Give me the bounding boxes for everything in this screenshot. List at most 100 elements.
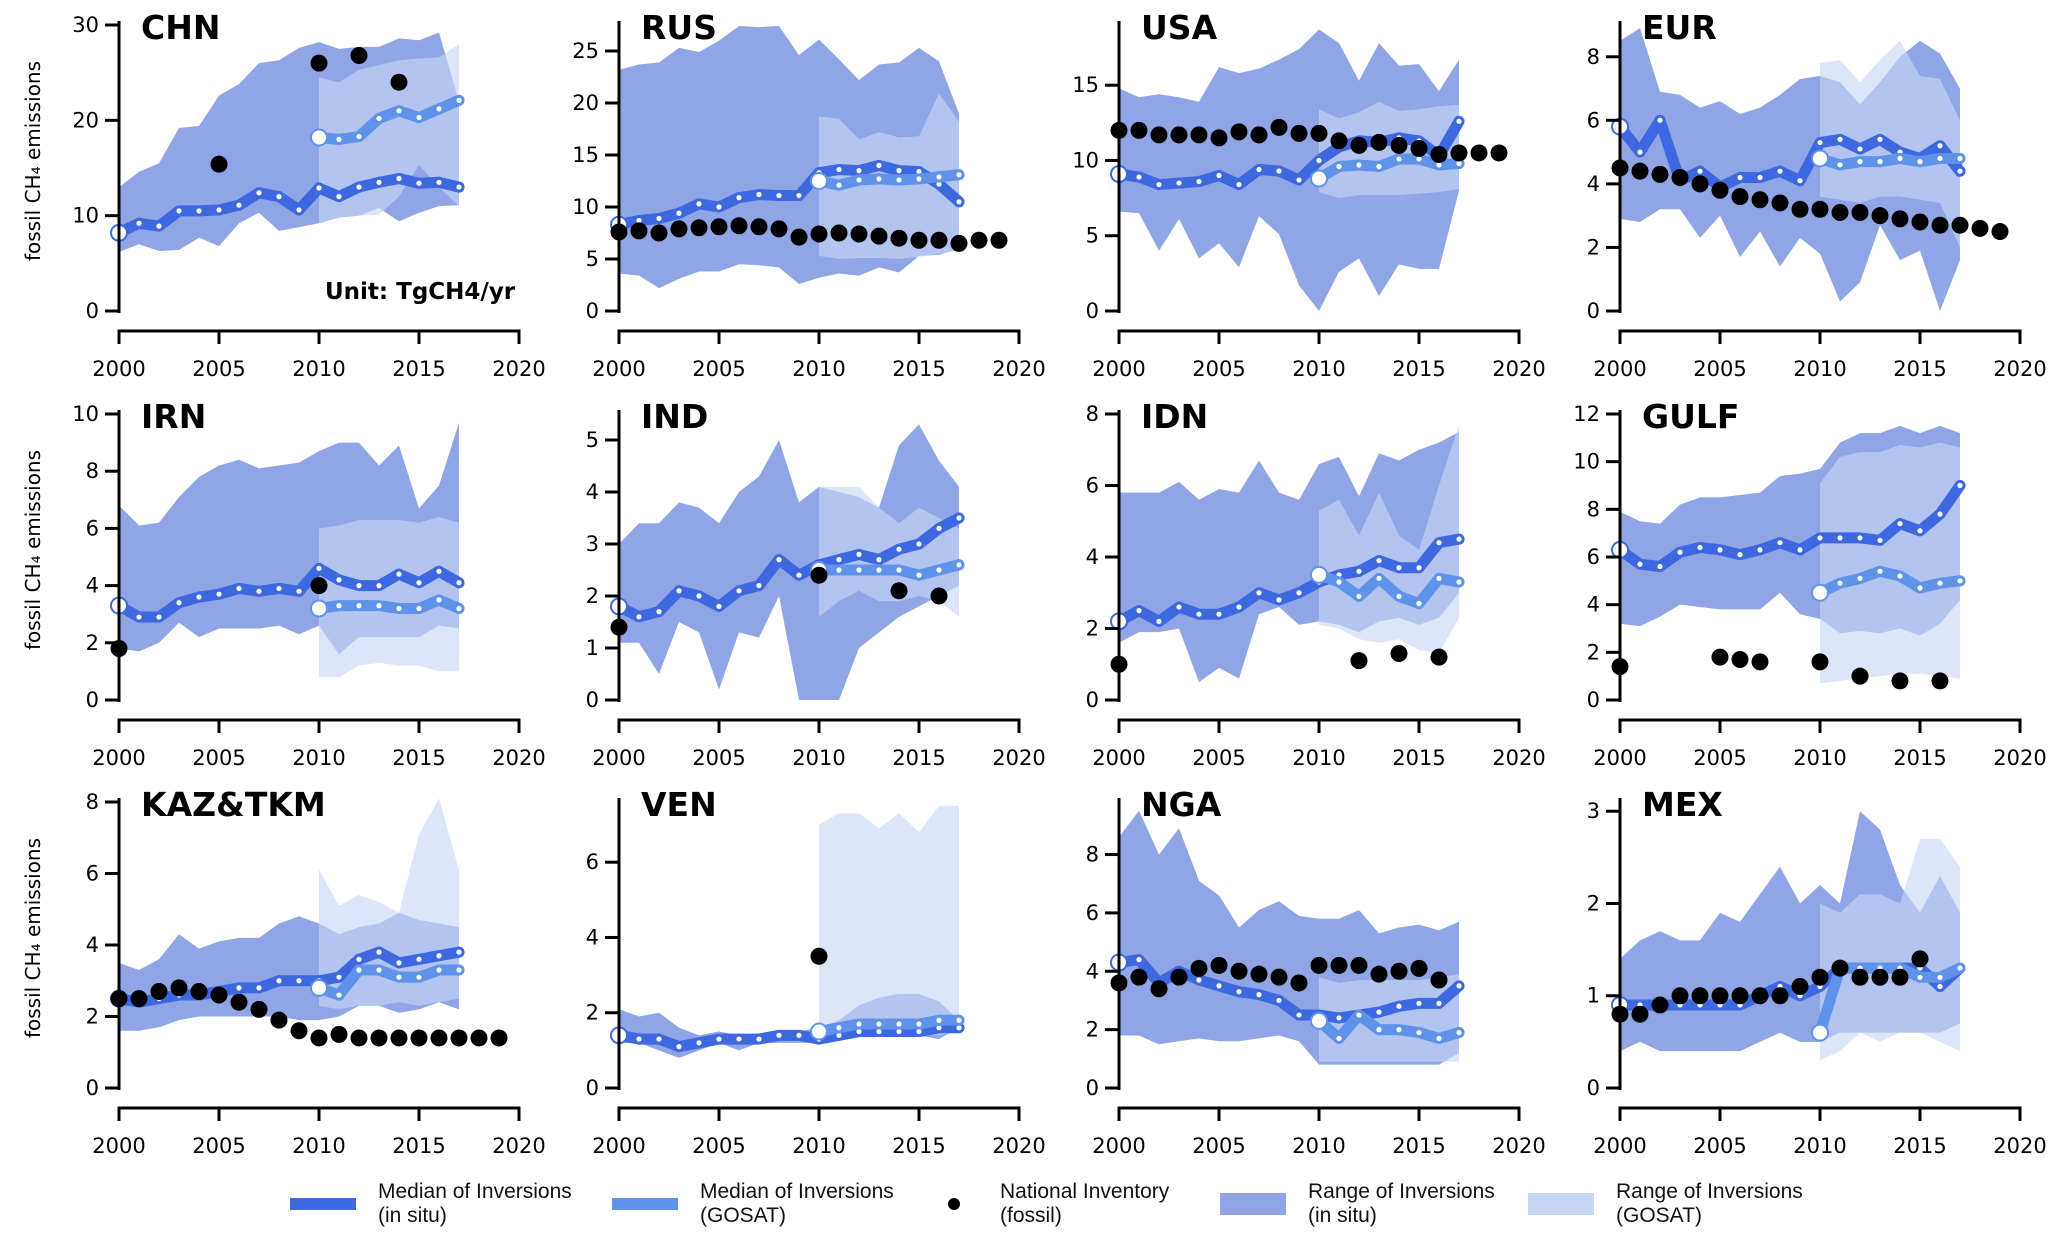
insitu-median-marker — [1276, 168, 1282, 174]
insitu-median-marker — [1296, 177, 1302, 183]
y-tick-label: 6 — [1587, 108, 1600, 132]
inventory-point — [1150, 980, 1168, 998]
inventory-point — [1130, 968, 1148, 986]
insitu-median-marker — [876, 162, 882, 168]
x-tick-label: 2010 — [1793, 1134, 1846, 1158]
x-tick-label: 2010 — [292, 1134, 345, 1158]
inventory-point — [270, 1011, 288, 1029]
inventory-point — [1390, 962, 1408, 980]
insitu-median-marker — [396, 960, 402, 966]
gosat-range-band — [1319, 101, 1459, 199]
inventory-point — [930, 231, 948, 249]
gosat-median-marker — [1336, 579, 1342, 585]
insitu-median-marker — [1657, 117, 1663, 123]
gosat-median-marker — [896, 177, 902, 183]
gosat-range-band — [1820, 442, 1960, 684]
panel-nga: 0 2 4 6 8 2000 2005 2010 2015 2020 NGA — [1086, 785, 1546, 1158]
gosat-median-marker — [416, 974, 422, 980]
y-axis-label: fossil CH₄ emissions — [21, 450, 45, 650]
y-tick-label: 3 — [1587, 799, 1600, 823]
x-tick-label: 2005 — [1192, 357, 1245, 381]
gosat-median-marker — [1957, 578, 1963, 584]
inventory-point — [1891, 210, 1909, 228]
insitu-median-marker — [296, 207, 302, 213]
insitu-median-marker — [856, 168, 862, 174]
insitu-median-marker — [636, 217, 642, 224]
y-tick-label: 5 — [586, 428, 599, 452]
insitu-median-marker — [736, 1036, 742, 1042]
inventory-point — [1691, 175, 1709, 193]
gosat-median-marker — [1436, 575, 1442, 582]
x-tick-label: 2005 — [692, 1134, 745, 1158]
insitu-median-marker — [836, 166, 842, 173]
inventory-point — [1731, 188, 1749, 206]
insitu-median-marker — [316, 565, 322, 572]
insitu-median-marker — [1737, 174, 1743, 181]
y-tick-label: 6 — [86, 516, 99, 540]
inventory-point — [1811, 968, 1829, 986]
inventory-point — [1891, 672, 1909, 690]
inventory-point — [1470, 144, 1488, 162]
gosat-median-marker — [1937, 974, 1943, 980]
gosat-median-marker — [376, 603, 382, 609]
x-tick-label: 2010 — [792, 357, 845, 381]
gosat-median-marker — [1312, 567, 1326, 582]
panel-ven: 0 2 4 6 2000 2005 2010 2015 2020 VEN — [586, 785, 1046, 1158]
gosat-median-marker — [956, 172, 962, 178]
y-tick-label: 2 — [586, 584, 599, 608]
insitu-median-marker — [776, 1032, 782, 1038]
inventory-point — [1651, 165, 1669, 183]
gosat-median-marker — [376, 115, 382, 122]
insitu-median-marker — [156, 614, 162, 620]
inventory-point — [1370, 965, 1388, 983]
panel-idn: 0 2 4 6 8 2000 2005 2010 2015 2020 IDN — [1086, 397, 1546, 770]
panel-title: IND — [641, 397, 708, 436]
insitu-median-marker — [1937, 983, 1943, 990]
insitu-median-marker — [1396, 1003, 1402, 1009]
gosat-median-marker — [336, 992, 342, 998]
x-tick-label: 2015 — [1392, 357, 1445, 381]
gosat-median-marker — [916, 572, 922, 578]
x-tick-label: 2000 — [92, 746, 145, 770]
insitu-median-marker — [1657, 563, 1663, 570]
inventory-point — [1631, 1005, 1649, 1023]
x-tick-label: 2015 — [1392, 1134, 1445, 1158]
y-tick-label: 2 — [1086, 617, 1099, 641]
inventory-point — [1410, 139, 1428, 157]
inventory-point — [1490, 144, 1508, 162]
insitu-median-marker — [1436, 540, 1442, 546]
inventory-point — [210, 986, 228, 1004]
gosat-median-marker — [916, 1021, 922, 1027]
x-tick-label: 2000 — [1593, 746, 1646, 770]
panel-usa: 0 5 10 15 2000 2005 2010 2015 2020 USA — [1072, 8, 1545, 381]
insitu-median-marker — [1376, 557, 1382, 564]
inventory-point — [1350, 956, 1368, 974]
insitu-median-marker — [636, 614, 642, 620]
y-tick-label: 8 — [1587, 497, 1600, 521]
insitu-median-marker — [1456, 118, 1462, 124]
inventory-point — [350, 47, 368, 65]
inventory-point — [870, 227, 888, 245]
insitu-median-marker — [916, 1028, 922, 1035]
gosat-median-marker — [1897, 573, 1903, 579]
gosat-median-marker — [396, 108, 402, 114]
panel-title: MEX — [1642, 785, 1723, 824]
gosat-median-marker — [1877, 568, 1883, 574]
insitu-median-marker — [1136, 174, 1142, 180]
gosat-median-marker — [1917, 585, 1923, 591]
inventory-point — [150, 982, 168, 1000]
x-tick-label: 2020 — [1492, 746, 1545, 770]
gosat-median-marker — [956, 1017, 962, 1023]
y-tick-label: 0 — [86, 1076, 99, 1100]
panel-title: IDN — [1141, 397, 1208, 436]
gosat-median-marker — [416, 605, 422, 612]
gosat-median-marker — [1396, 156, 1402, 162]
legend-dot-inventory — [948, 1198, 960, 1210]
y-tick-label: 2 — [1086, 1018, 1099, 1042]
insitu-median-marker — [1416, 1000, 1422, 1006]
inventory-point — [1230, 123, 1248, 141]
panel-title: NGA — [1141, 785, 1222, 824]
x-tick-label: 2020 — [1993, 357, 2046, 381]
insitu-median-marker — [1757, 174, 1763, 181]
gosat-median-marker — [1336, 163, 1342, 170]
